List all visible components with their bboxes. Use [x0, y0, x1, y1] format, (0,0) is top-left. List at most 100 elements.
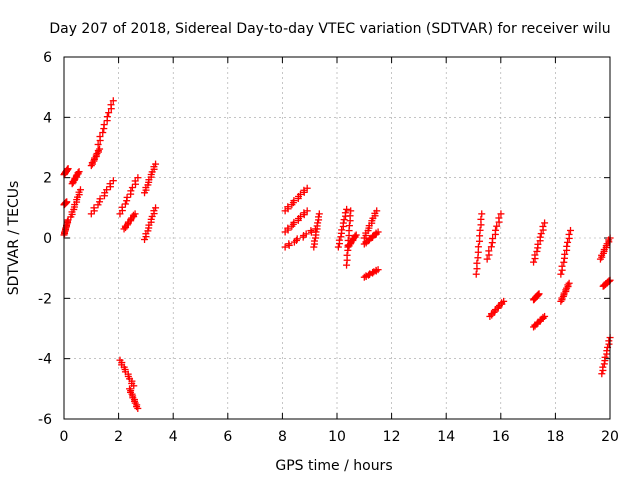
data-point: [303, 207, 311, 215]
data-point: [310, 237, 318, 245]
data-point: [476, 226, 484, 234]
data-points: [60, 97, 614, 412]
data-point: [489, 235, 497, 243]
data-point: [537, 230, 545, 238]
tick-labels: 0 2 4 6 8 10 12 14 16 18 20 -6 -4 -2 0 2 4 6: [38, 50, 619, 445]
data-point: [374, 266, 382, 274]
data-point: [76, 186, 84, 194]
data-point: [292, 236, 300, 244]
data-point: [603, 347, 611, 355]
data-point: [347, 207, 355, 215]
data-point: [131, 210, 139, 218]
data-point: [130, 382, 138, 390]
data-point: [343, 251, 351, 259]
chart-title: Day 207 of 2018, Sidereal Day-to-day VTE…: [49, 21, 610, 37]
data-point: [561, 250, 569, 258]
data-point: [335, 236, 343, 244]
data-point: [96, 195, 104, 203]
y-tick-label: 6: [43, 50, 52, 66]
y-tick-label: -4: [38, 352, 52, 368]
data-point: [129, 211, 137, 219]
data-point: [123, 193, 131, 201]
data-point: [478, 210, 486, 218]
data-point: [103, 186, 111, 194]
data-point: [93, 150, 101, 158]
data-point: [493, 222, 501, 230]
x-tick-label: 14: [437, 429, 455, 445]
data-point: [109, 97, 117, 105]
x-tick-label: 2: [114, 429, 123, 445]
y-axis-label: SDTVAR / TECUs: [6, 181, 22, 296]
data-point: [560, 258, 568, 266]
x-tick-label: 18: [546, 429, 564, 445]
data-point: [96, 145, 104, 153]
data-point: [477, 215, 485, 223]
data-point: [96, 133, 104, 141]
y-tick-label: 2: [43, 171, 52, 187]
data-point: [128, 184, 136, 192]
data-point: [500, 297, 508, 305]
y-tick-label: 4: [43, 110, 52, 126]
data-point: [536, 233, 544, 241]
data-point: [533, 247, 541, 255]
data-point: [473, 259, 481, 267]
data-point: [364, 271, 372, 279]
data-point: [303, 184, 311, 192]
data-point: [284, 203, 292, 211]
data-point: [539, 222, 547, 230]
data-point: [310, 243, 318, 251]
data-point: [494, 303, 502, 311]
data-point: [314, 213, 322, 221]
data-point: [374, 228, 382, 236]
data-point: [90, 204, 98, 212]
data-point: [296, 213, 304, 221]
data-point: [373, 207, 381, 215]
data-point: [495, 214, 503, 222]
data-point: [338, 226, 346, 234]
data-point: [106, 180, 114, 188]
data-point: [539, 313, 547, 321]
data-point: [563, 284, 571, 292]
data-point: [152, 204, 160, 212]
data-point: [312, 228, 320, 236]
data-point: [530, 258, 538, 266]
data-point: [75, 168, 83, 176]
data-point: [105, 109, 113, 117]
data-point: [334, 243, 342, 251]
data-point: [492, 226, 500, 234]
data-point: [302, 230, 310, 238]
data-point: [64, 165, 72, 173]
x-tick-label: 4: [169, 429, 178, 445]
data-point: [74, 169, 82, 177]
data-point: [100, 121, 108, 129]
data-point: [118, 203, 126, 211]
data-point: [497, 210, 505, 218]
data-point: [290, 197, 298, 205]
data-point: [94, 201, 102, 209]
data-point: [134, 404, 142, 412]
data-point: [107, 101, 115, 109]
data-point: [558, 262, 566, 270]
data-point: [290, 218, 298, 226]
x-tick-label: 16: [492, 429, 510, 445]
data-point: [315, 210, 323, 218]
data-point: [307, 227, 315, 235]
data-point: [121, 200, 129, 208]
data-point: [134, 174, 142, 182]
data-point: [285, 240, 293, 248]
data-point: [599, 363, 607, 371]
data-point: [472, 270, 480, 278]
data-point: [369, 232, 377, 240]
data-point: [109, 177, 117, 185]
data-point: [535, 290, 543, 298]
data-point: [94, 140, 102, 148]
y-tick-label: -6: [38, 412, 52, 428]
data-point: [340, 216, 348, 224]
data-point: [483, 255, 491, 263]
data-point: [601, 353, 609, 361]
data-point: [152, 160, 160, 168]
plot-frame: [63, 56, 611, 420]
data-point: [564, 281, 572, 289]
data-point: [541, 219, 549, 227]
